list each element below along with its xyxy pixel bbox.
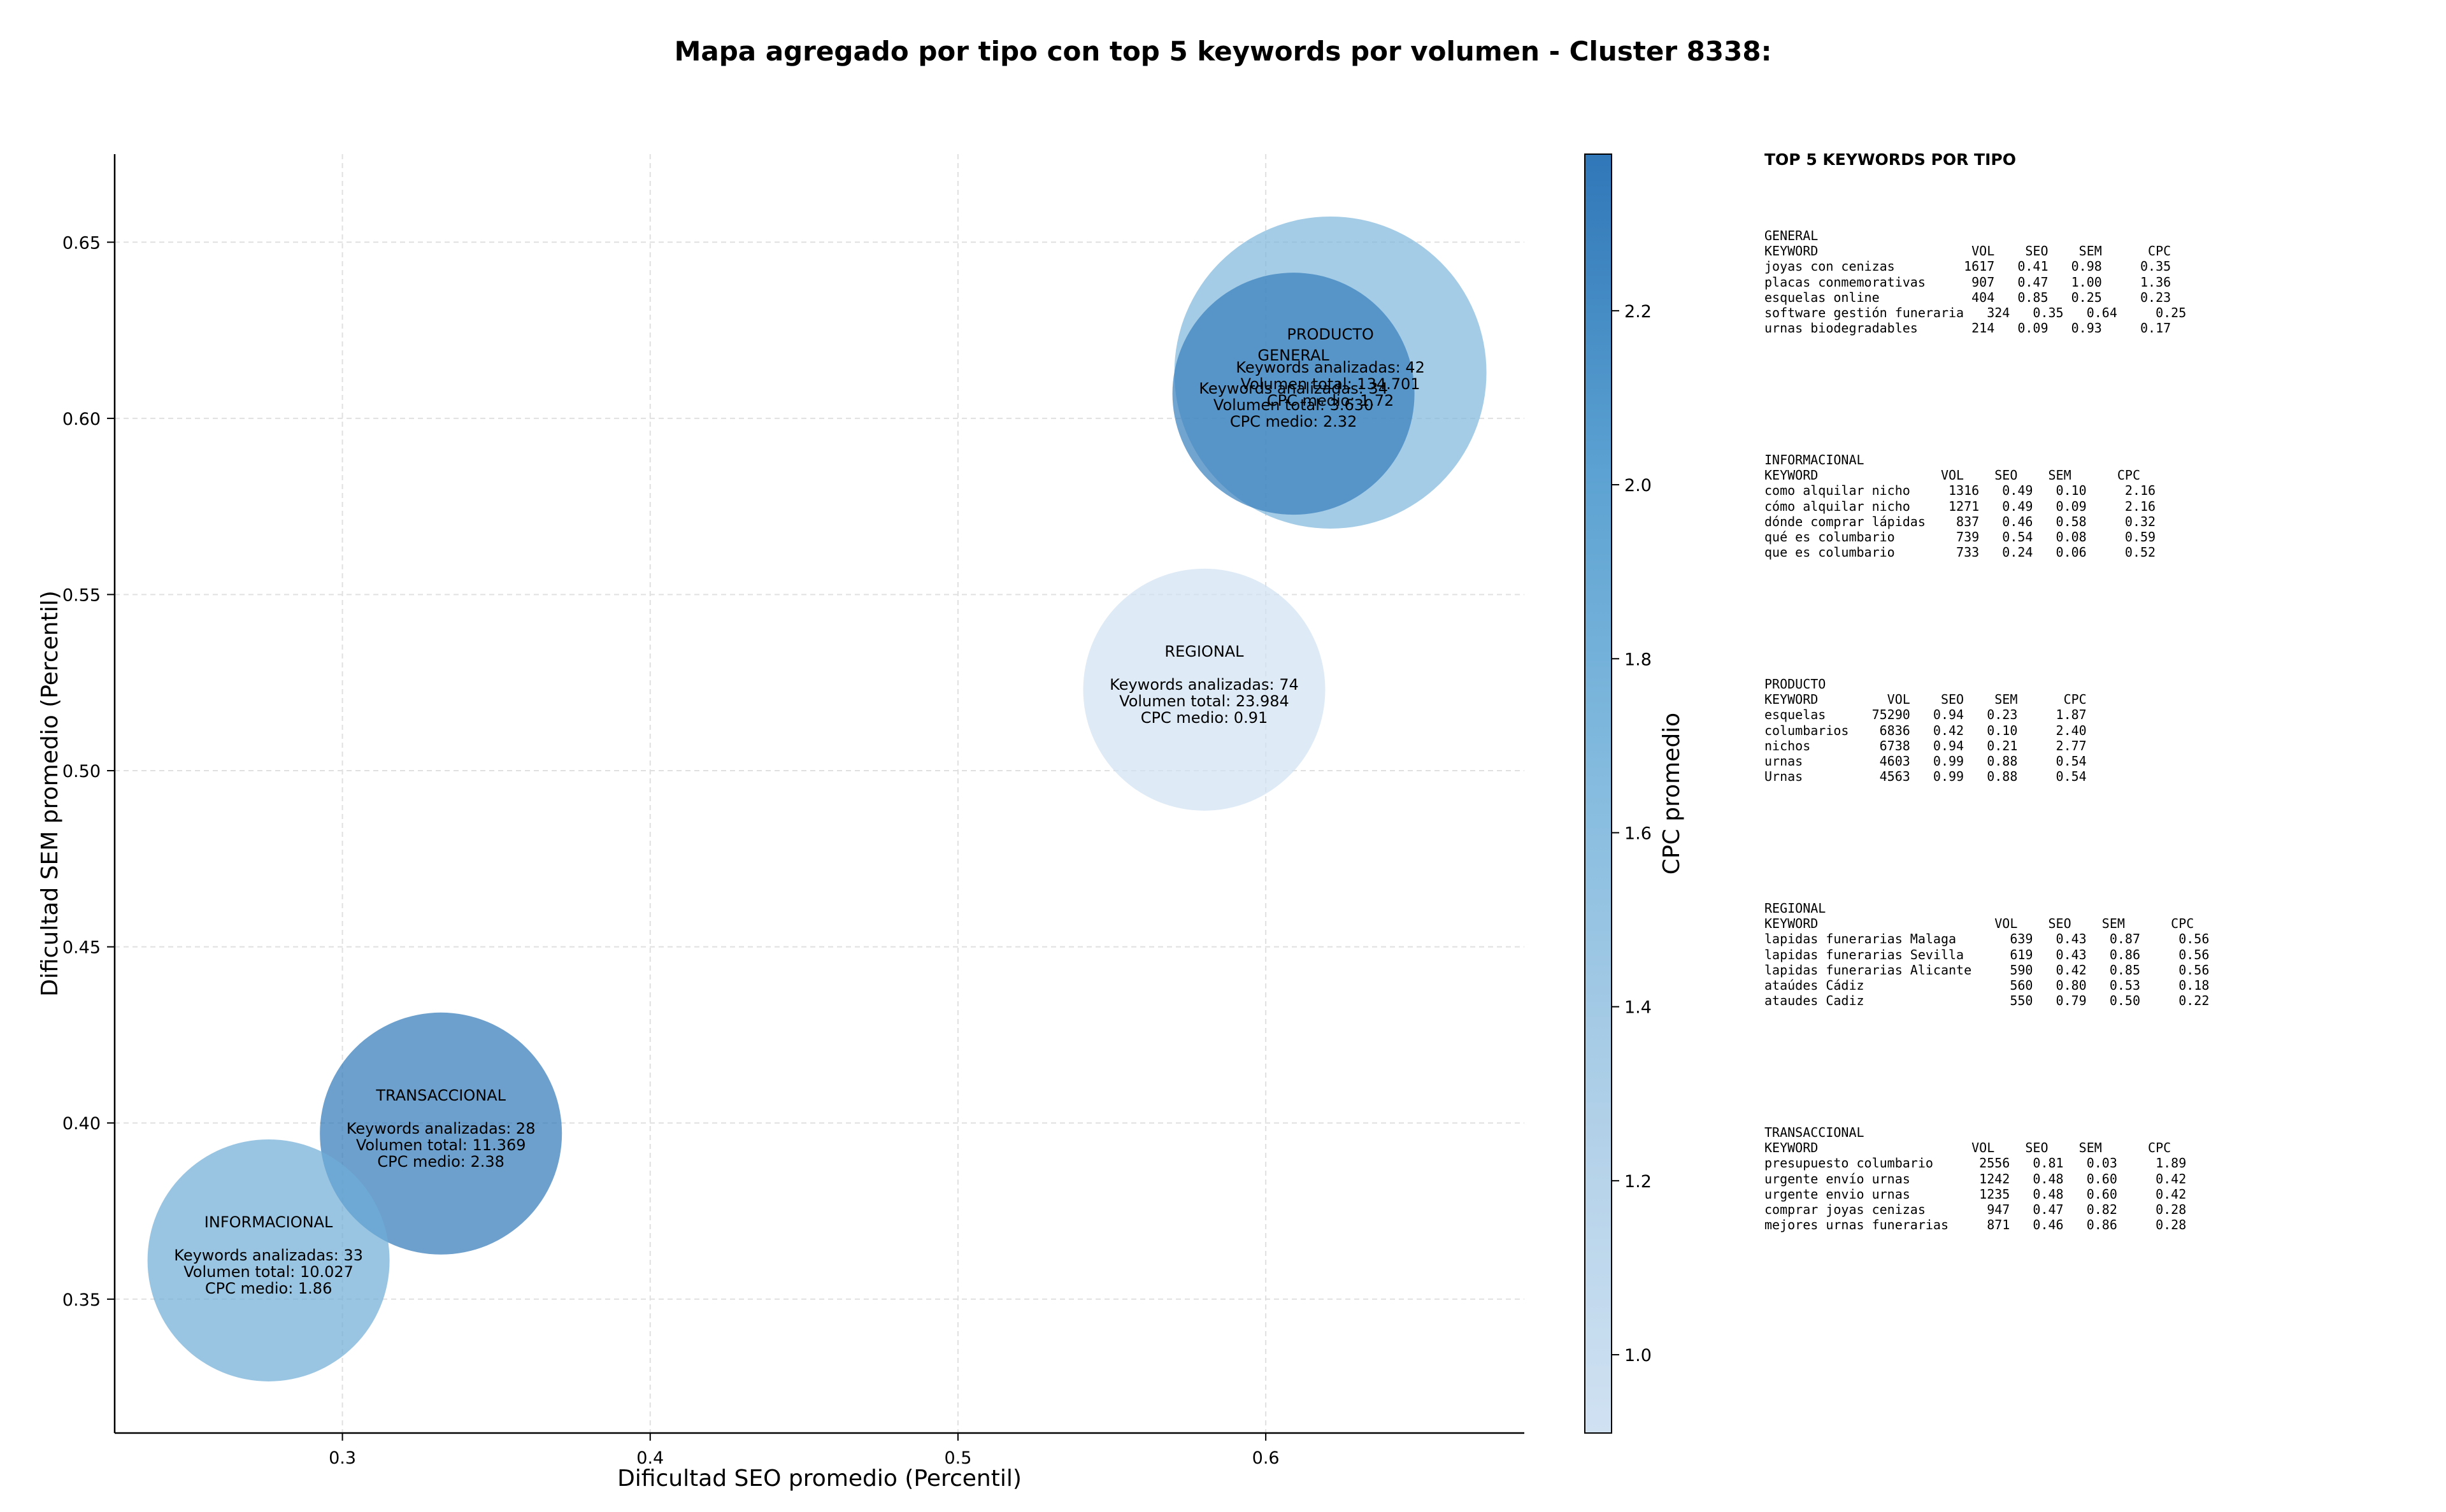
colorbar: 1.0 1.2 1.4 1.6 1.8 2.0 2.2 CPC promedio (1584, 153, 1685, 1434)
keyword-group-general: GENERAL KEYWORD VOL SEO SEM CPC joyas co… (1764, 228, 2186, 336)
top-keywords-heading: TOP 5 KEYWORDS POR TIPO (1764, 150, 2016, 169)
colorbar-gradient (1584, 153, 1612, 1434)
colorbar-tick-label: 1.4 (1624, 998, 1652, 1018)
bubble-stat: CPC medio: 1.72 (1267, 392, 1394, 410)
colorbar-tick-label: 1.0 (1624, 1346, 1652, 1366)
group-table: KEYWORD VOL SEO SEM CPC como alquilar ni… (1764, 467, 2156, 560)
bubble-stat: Keywords analizadas: 33 (174, 1246, 363, 1264)
group-table: KEYWORD VOL SEO SEM CPC joyas con ceniza… (1764, 243, 2187, 336)
y-tick-label: 0.65 (62, 233, 101, 253)
bubble-label-informacional: INFORMACIONAL (204, 1213, 333, 1231)
keyword-group-regional: REGIONAL KEYWORD VOL SEO SEM CPC lapidas… (1764, 901, 2209, 1008)
colorbar-tick-label: 1.8 (1624, 650, 1652, 669)
bubble-label-general: GENERAL (1257, 346, 1329, 364)
bubble-stat: CPC medio: 2.32 (1230, 413, 1357, 431)
x-tick-label: 0.3 (329, 1448, 356, 1468)
bubble-stat: Keywords analizadas: 42 (1236, 359, 1425, 376)
group-name: GENERAL (1764, 228, 1819, 243)
bubble-stat: Volumen total: 11.369 (356, 1136, 526, 1154)
y-tick-label: 0.60 (62, 410, 101, 429)
bubble-label-transaccional: TRANSACCIONAL (375, 1087, 506, 1104)
bubble-label-producto: PRODUCTO (1287, 325, 1373, 343)
y-tick-label: 0.40 (62, 1114, 101, 1134)
colorbar-tick-label: 1.2 (1624, 1172, 1652, 1192)
bubble-stat: Volumen total: 10.027 (183, 1263, 354, 1281)
x-tick-label: 0.4 (636, 1448, 664, 1468)
bubble-stat: Keywords analizadas: 28 (347, 1120, 536, 1138)
bubble-transaccional (320, 1012, 562, 1255)
group-table: KEYWORD VOL SEO SEM CPC esquelas 75290 0… (1764, 692, 2087, 785)
bubble-stat: Volumen total: 3.630 (1213, 396, 1373, 414)
group-table: KEYWORD VOL SEO SEM CPC presupuesto colu… (1764, 1140, 2187, 1233)
colorbar-tick-label: 2.0 (1624, 476, 1652, 496)
y-tick-label: 0.55 (62, 585, 101, 605)
bubble-stat: Keywords analizadas: 34 (1199, 380, 1388, 397)
keyword-group-producto: PRODUCTO KEYWORD VOL SEO SEM CPC esquela… (1764, 676, 2087, 784)
bubble-stat: Volumen total: 23.984 (1119, 692, 1289, 710)
colorbar-tick-label: 1.6 (1624, 824, 1652, 843)
chart-title: Mapa agregado por tipo con top 5 keyword… (674, 36, 1772, 67)
x-tick-label: 0.6 (1252, 1448, 1280, 1468)
colorbar-tick-label: 2.2 (1624, 302, 1652, 322)
keyword-group-informacional: INFORMACIONAL KEYWORD VOL SEO SEM CPC co… (1764, 452, 2156, 560)
group-name: REGIONAL (1764, 901, 1826, 916)
bubble-stat: Keywords analizadas: 74 (1110, 676, 1299, 694)
bubble-general (1172, 273, 1415, 515)
group-name: PRODUCTO (1764, 676, 1826, 692)
colorbar-label: CPC promedio (1659, 713, 1685, 874)
y-axis-label: Dificultad SEM promedio (Percentil) (37, 590, 63, 997)
bubble-stat: CPC medio: 0.91 (1141, 709, 1268, 727)
top-keywords-panel: TOP 5 KEYWORDS POR TIPO (1764, 150, 2433, 169)
keyword-group-transaccional: TRANSACCIONAL KEYWORD VOL SEO SEM CPC pr… (1764, 1125, 2186, 1232)
y-tick-label: 0.50 (62, 762, 101, 781)
group-table: KEYWORD VOL SEO SEM CPC lapidas funerari… (1764, 916, 2210, 1009)
bubble-label-regional: REGIONAL (1164, 643, 1244, 660)
bubble-informacional (147, 1139, 390, 1381)
bubble-stat: CPC medio: 1.86 (205, 1280, 333, 1297)
bubble-stat: Volumen total: 134.701 (1241, 375, 1420, 393)
bubble-stat: CPC medio: 2.38 (377, 1153, 504, 1171)
axes: 0.3 0.4 0.5 0.6 0.35 0.40 0.45 0.50 0.55 0.60 0.65… (37, 154, 1524, 1492)
y-tick-label: 0.35 (62, 1290, 101, 1310)
bubble-regional (1083, 568, 1326, 811)
group-name: TRANSACCIONAL (1764, 1125, 1864, 1140)
x-tick-label: 0.5 (944, 1448, 971, 1468)
y-tick-label: 0.45 (62, 938, 101, 958)
x-axis-label: Dificultad SEO promedio (Percentil) (617, 1466, 1022, 1492)
group-name: INFORMACIONAL (1764, 452, 1864, 467)
